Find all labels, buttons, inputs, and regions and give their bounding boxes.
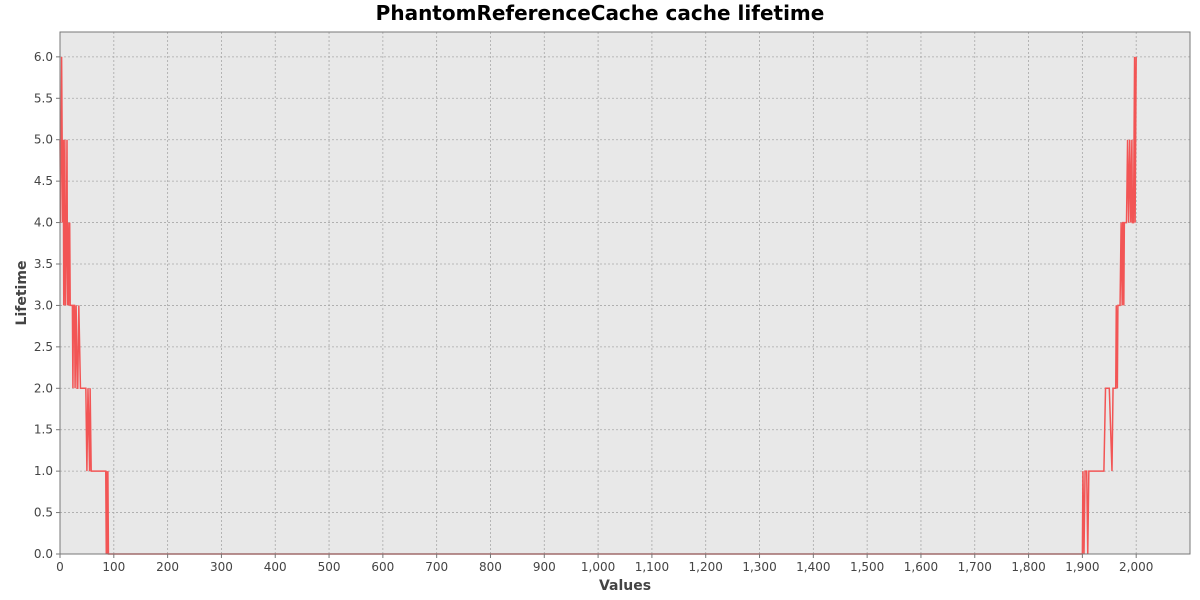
x-tick-label: 100 <box>102 560 125 574</box>
y-tick-label: 4.5 <box>34 174 53 188</box>
x-tick-label: 400 <box>264 560 287 574</box>
x-tick-label: 700 <box>425 560 448 574</box>
y-tick-label: 2.0 <box>34 381 53 395</box>
x-tick-label: 1,400 <box>796 560 830 574</box>
y-axis: 0.0 0.5 1.0 1.5 2.0 2.5 3.0 3.5 4.0 4.5 5.0 5.5 6.0 <box>34 50 60 561</box>
y-tick-label: 0.0 <box>34 547 53 561</box>
x-axis: 0 100 200 300 400 500 600 700 800 900 1,000 1,100 1,… <box>56 554 1153 574</box>
y-tick-label: 2.5 <box>34 340 53 354</box>
x-tick-label: 800 <box>479 560 502 574</box>
x-tick-label: 1,500 <box>850 560 884 574</box>
x-tick-label: 200 <box>156 560 179 574</box>
y-tick-label: 4.0 <box>34 216 53 230</box>
y-tick-label: 0.5 <box>34 506 53 520</box>
grid-lines <box>60 32 1190 554</box>
x-tick-label: 1,200 <box>689 560 723 574</box>
x-tick-label: 1,800 <box>1011 560 1045 574</box>
x-tick-label: 0 <box>56 560 64 574</box>
x-tick-label: 1,300 <box>742 560 776 574</box>
chart-title: PhantomReferenceCache cache lifetime <box>376 1 825 25</box>
y-tick-label: 1.5 <box>34 423 53 437</box>
x-tick-label: 1,100 <box>635 560 669 574</box>
y-tick-label: 3.0 <box>34 298 53 312</box>
y-tick-label: 1.0 <box>34 464 53 478</box>
x-tick-label: 2,000 <box>1119 560 1153 574</box>
x-tick-label: 1,000 <box>581 560 615 574</box>
x-tick-label: 600 <box>371 560 394 574</box>
x-tick-label: 500 <box>318 560 341 574</box>
y-tick-label: 5.0 <box>34 133 53 147</box>
x-tick-label: 300 <box>210 560 233 574</box>
x-tick-label: 1,900 <box>1065 560 1099 574</box>
y-axis-label: Lifetime <box>14 261 30 326</box>
x-tick-label: 900 <box>533 560 556 574</box>
plot-border <box>59 31 1191 555</box>
y-tick-label: 6.0 <box>34 50 53 64</box>
x-axis-label: Values <box>599 578 651 594</box>
x-tick-label: 1,600 <box>904 560 938 574</box>
plot-background <box>60 32 1190 554</box>
x-tick-label: 1,700 <box>958 560 992 574</box>
y-tick-label: 3.5 <box>34 257 53 271</box>
y-tick-label: 5.5 <box>34 91 53 105</box>
